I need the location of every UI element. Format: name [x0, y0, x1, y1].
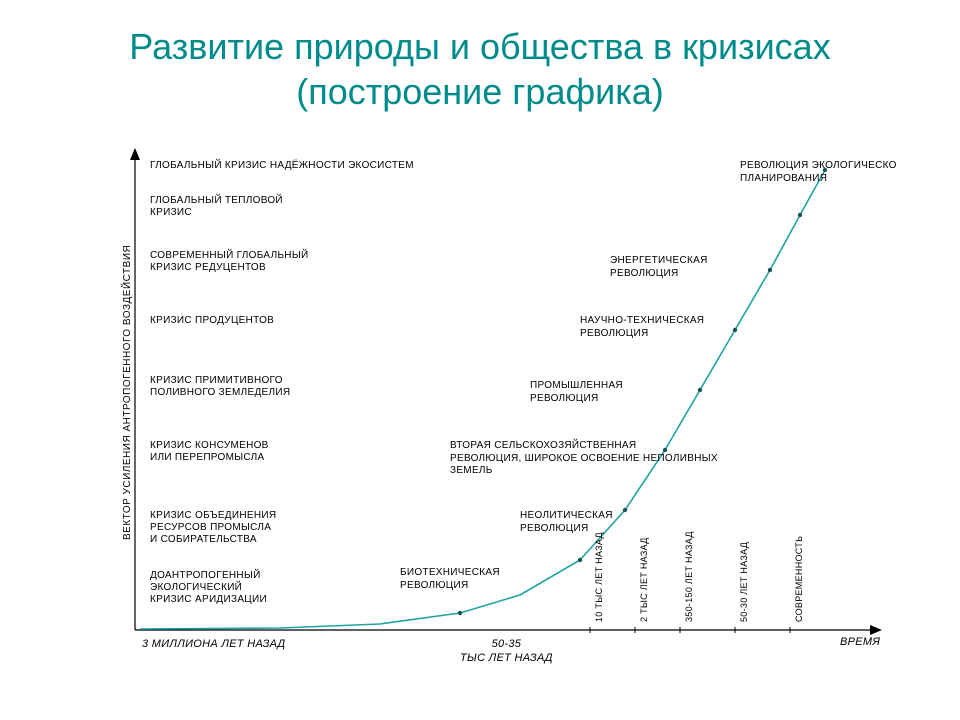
y-axis-title: ВЕКТОР УСИЛЕНИЯ АНТРОПОГЕННОГО ВОЗДЕЙСТВ…: [122, 245, 133, 540]
chart-svg: [80, 140, 900, 690]
y-label: КРИЗИС ПРОДУЦЕНТОВ: [150, 315, 274, 327]
chart-area: ВЕКТОР УСИЛЕНИЯ АНТРОПОГЕННОГО ВОЗДЕЙСТВ…: [80, 140, 900, 690]
y-label: ГЛОБАЛЬНЫЙ КРИЗИС НАДЁЖНОСТИ ЭКОСИСТЕМ: [150, 160, 414, 172]
curve-annotation: БИОТЕХНИЧЕСКАЯ РЕВОЛЮЦИЯ: [400, 567, 500, 592]
x-axis-title: ВРЕМЯ: [840, 636, 880, 648]
y-label: СОВРЕМЕННЫЙ ГЛОБАЛЬНЫЙ КРИЗИС РЕДУЦЕНТОВ: [150, 250, 308, 274]
y-label: КРИЗИС ОБЪЕДИНЕНИЯ РЕСУРСОВ ПРОМЫСЛА И С…: [150, 510, 276, 546]
curve-annotation: НАУЧНО-ТЕХНИЧЕСКАЯ РЕВОЛЮЦИЯ: [580, 315, 704, 340]
curve-annotation: ПРОМЫШЛЕННАЯ РЕВОЛЮЦИЯ: [530, 380, 623, 405]
y-label: КРИЗИС КОНСУМЕНОВ ИЛИ ПЕРЕПРОМЫСЛА: [150, 440, 269, 464]
curve-annotation: РЕВОЛЮЦИЯ ЭКОЛОГИЧЕСКО ПЛАНИРОВАНИЯ: [740, 160, 897, 185]
x-tick-label: 10 ТЫС ЛЕТ НАЗАД: [594, 532, 604, 622]
y-label: ГЛОБАЛЬНЫЙ ТЕПЛОВОЙ КРИЗИС: [150, 195, 283, 219]
x-tick-label: 2 ТЫС ЛЕТ НАЗАД: [639, 537, 649, 622]
y-label: КРИЗИС ПРИМИТИВНОГО ПОЛИВНОГО ЗЕМЛЕДЕЛИЯ: [150, 375, 290, 399]
x-tick-label: 350-150 ЛЕТ НАЗАД: [684, 531, 694, 622]
x-tick-label: 50-30 ЛЕТ НАЗАД: [739, 542, 749, 622]
slide: Развитие природы и общества в кризисах (…: [0, 0, 960, 720]
x-mid-label: 50-35 ТЫС ЛЕТ НАЗАД: [460, 638, 553, 666]
x-left-label: 3 МИЛЛИОНА ЛЕТ НАЗАД: [142, 638, 285, 652]
curve-annotation: ВТОРАЯ СЕЛЬСКОХОЗЯЙСТВЕННАЯ РЕВОЛЮЦИЯ, Ш…: [450, 440, 718, 478]
x-tick-label: СОВРЕМЕННОСТЬ: [794, 536, 804, 622]
y-label: ДОАНТРОПОГЕННЫЙ ЭКОЛОГИЧЕСКИЙ КРИЗИС АРИ…: [150, 570, 267, 606]
slide-title: Развитие природы и общества в кризисах (…: [0, 0, 960, 114]
curve-annotation: ЭНЕРГЕТИЧЕСКАЯ РЕВОЛЮЦИЯ: [610, 255, 708, 280]
